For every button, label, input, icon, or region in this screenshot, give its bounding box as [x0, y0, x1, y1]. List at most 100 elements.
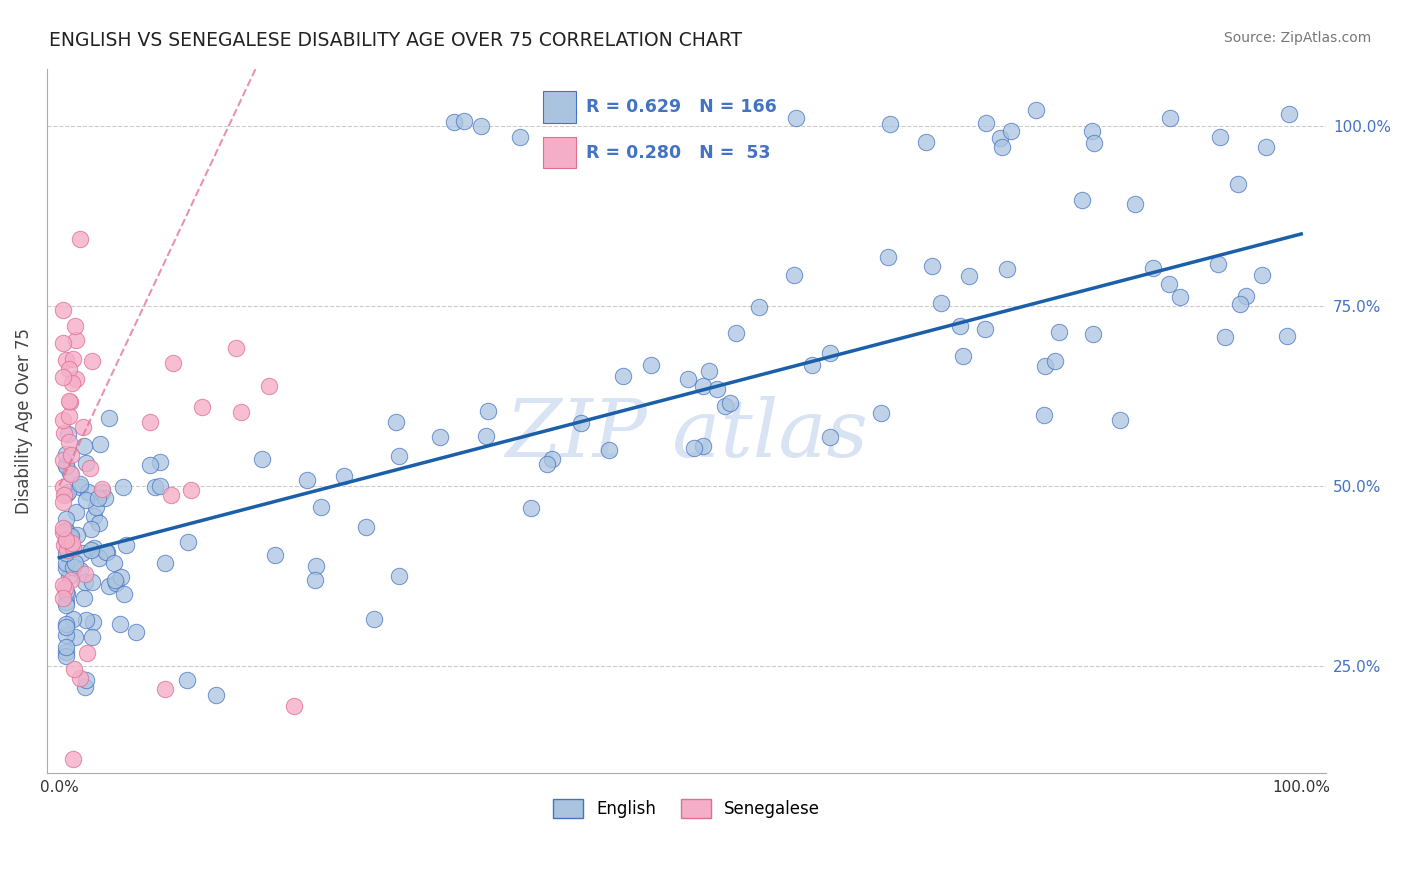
Point	[56, 543, 79, 558]
Point	[1033, 408, 1056, 422]
Point	[62, 541, 84, 556]
Point	[957, 268, 980, 283]
Point	[55, 648, 77, 663]
Point	[190, 400, 212, 414]
Point	[70, 546, 93, 560]
Point	[59, 448, 82, 462]
Point	[60, 376, 83, 390]
Point	[1123, 197, 1146, 211]
Point	[58, 569, 80, 583]
Point	[915, 136, 938, 150]
Point	[73, 439, 96, 453]
Point	[1234, 289, 1257, 303]
Point	[509, 130, 531, 145]
Point	[62, 663, 84, 677]
Point	[683, 442, 706, 456]
Point	[69, 563, 91, 577]
Point	[990, 139, 1012, 153]
Point	[97, 411, 120, 425]
Point	[1081, 327, 1104, 342]
Point	[59, 530, 82, 544]
Point	[75, 574, 97, 589]
Point	[114, 587, 136, 601]
Point	[1159, 277, 1181, 291]
Point	[96, 545, 118, 559]
Point	[697, 364, 720, 378]
Point	[55, 533, 77, 547]
Point	[52, 494, 75, 508]
Point	[1047, 326, 1070, 340]
Point	[52, 426, 75, 441]
Point	[59, 540, 82, 554]
Point	[1045, 354, 1067, 368]
Point	[333, 468, 356, 483]
Point	[143, 480, 166, 494]
Point	[974, 322, 997, 336]
Point	[870, 406, 893, 420]
Point	[1215, 330, 1237, 344]
Point	[612, 368, 634, 383]
Point	[69, 232, 91, 246]
Point	[55, 546, 77, 560]
Text: ZIP atlas: ZIP atlas	[505, 396, 868, 474]
Point	[89, 436, 111, 450]
Point	[139, 458, 162, 473]
Point	[1142, 261, 1164, 276]
Point	[475, 429, 498, 443]
Point	[354, 520, 377, 534]
Point	[55, 353, 77, 368]
Point	[1278, 107, 1301, 121]
Point	[55, 561, 77, 575]
Point	[713, 399, 735, 413]
Point	[55, 628, 77, 642]
Point	[90, 485, 112, 500]
Point	[83, 508, 105, 523]
Point	[598, 443, 620, 458]
Point	[94, 545, 117, 559]
Point	[83, 541, 105, 555]
Point	[75, 456, 97, 470]
Point	[58, 361, 80, 376]
Point	[363, 612, 385, 626]
Point	[304, 558, 326, 573]
Point	[82, 615, 104, 629]
Point	[56, 485, 79, 500]
Text: Source: ZipAtlas.com: Source: ZipAtlas.com	[1223, 31, 1371, 45]
Point	[259, 379, 281, 393]
Point	[80, 522, 103, 536]
Point	[87, 491, 110, 505]
Point	[801, 359, 824, 373]
Point	[73, 680, 96, 694]
Point	[949, 318, 972, 333]
Point	[87, 550, 110, 565]
Point	[58, 434, 80, 449]
Point	[388, 568, 411, 582]
Point	[921, 259, 943, 273]
Point	[59, 529, 82, 543]
Point	[125, 624, 148, 639]
Point	[160, 488, 183, 502]
Point	[97, 579, 120, 593]
Point	[149, 479, 172, 493]
Point	[477, 404, 499, 418]
Point	[84, 500, 107, 514]
Point	[153, 556, 176, 570]
Point	[59, 394, 82, 409]
Y-axis label: Disability Age Over 75: Disability Age Over 75	[15, 328, 32, 514]
Point	[252, 451, 274, 466]
Point	[706, 383, 728, 397]
Point	[55, 617, 77, 632]
Point	[59, 574, 82, 588]
Point	[55, 640, 77, 655]
Point	[879, 117, 901, 131]
Point	[470, 119, 492, 133]
Point	[1071, 194, 1094, 208]
Point	[1109, 413, 1132, 427]
Point	[1159, 112, 1181, 126]
Point	[75, 613, 97, 627]
Point	[52, 303, 75, 318]
Point	[66, 528, 89, 542]
Point	[877, 250, 900, 264]
Point	[56, 426, 79, 441]
Point	[1206, 257, 1229, 271]
